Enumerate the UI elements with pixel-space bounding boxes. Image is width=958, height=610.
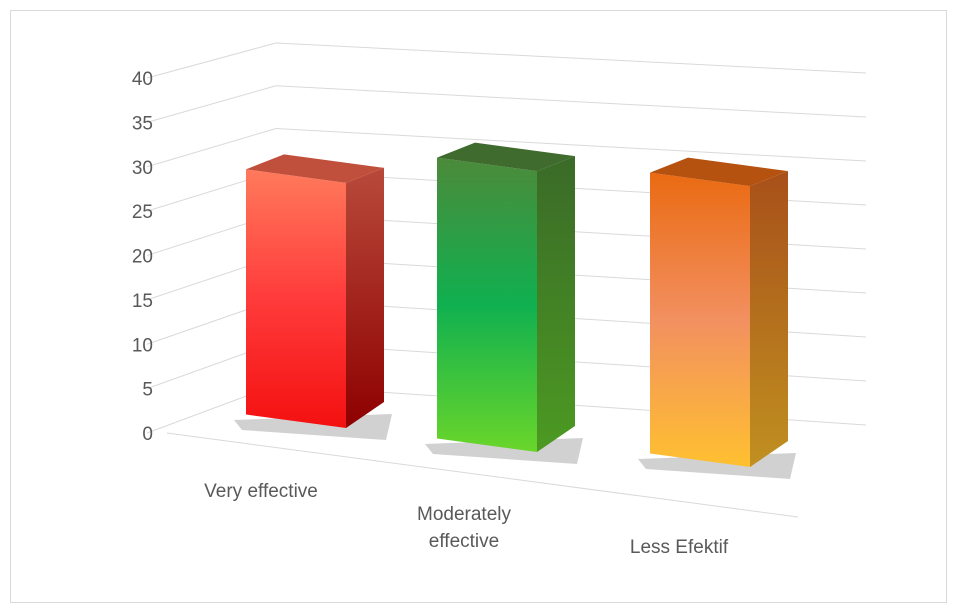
bars <box>246 142 788 467</box>
category-labels: Very effective Moderately effective Less Ef… <box>204 481 729 558</box>
gridline-side <box>146 85 277 123</box>
bar-side-face <box>537 156 575 452</box>
bar-front-face <box>437 157 537 452</box>
gridline-side <box>146 42 277 79</box>
bar-side-face <box>346 167 384 428</box>
bar <box>246 154 384 428</box>
gridline-back <box>275 128 867 162</box>
y-tick-label: 0 <box>142 424 153 445</box>
bar-top-face <box>246 154 384 183</box>
y-tick-label: 30 <box>132 158 153 179</box>
gridline-back <box>275 42 867 74</box>
floor-front-edge <box>166 432 799 518</box>
bar-front-face <box>650 172 750 467</box>
category-label: Very effective <box>204 481 318 502</box>
category-label: Moderately effective <box>417 504 511 552</box>
gridline-side <box>146 128 277 168</box>
bar-top-face <box>437 142 575 172</box>
y-tick-label: 25 <box>132 202 153 223</box>
y-tick-label: 20 <box>132 247 153 268</box>
y-tick-label: 5 <box>142 380 153 401</box>
y-tick-label: 35 <box>132 113 153 134</box>
y-tick-label: 15 <box>132 291 153 312</box>
bar-side-face <box>750 171 788 467</box>
bar <box>650 157 788 467</box>
bar-front-face <box>246 169 346 428</box>
bar-top-face <box>650 157 788 187</box>
y-tick-label: 40 <box>132 69 153 90</box>
y-tick-label: 10 <box>132 335 153 356</box>
bar <box>437 142 575 452</box>
y-tick-labels: 0 5 10 15 20 25 30 35 40 <box>132 69 153 445</box>
category-label: Less Efektif <box>630 537 729 558</box>
gridline-back <box>275 85 867 118</box>
